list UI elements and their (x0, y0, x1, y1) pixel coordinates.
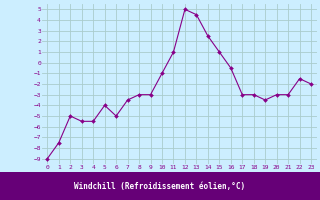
Text: Windchill (Refroidissement éolien,°C): Windchill (Refroidissement éolien,°C) (75, 182, 245, 190)
